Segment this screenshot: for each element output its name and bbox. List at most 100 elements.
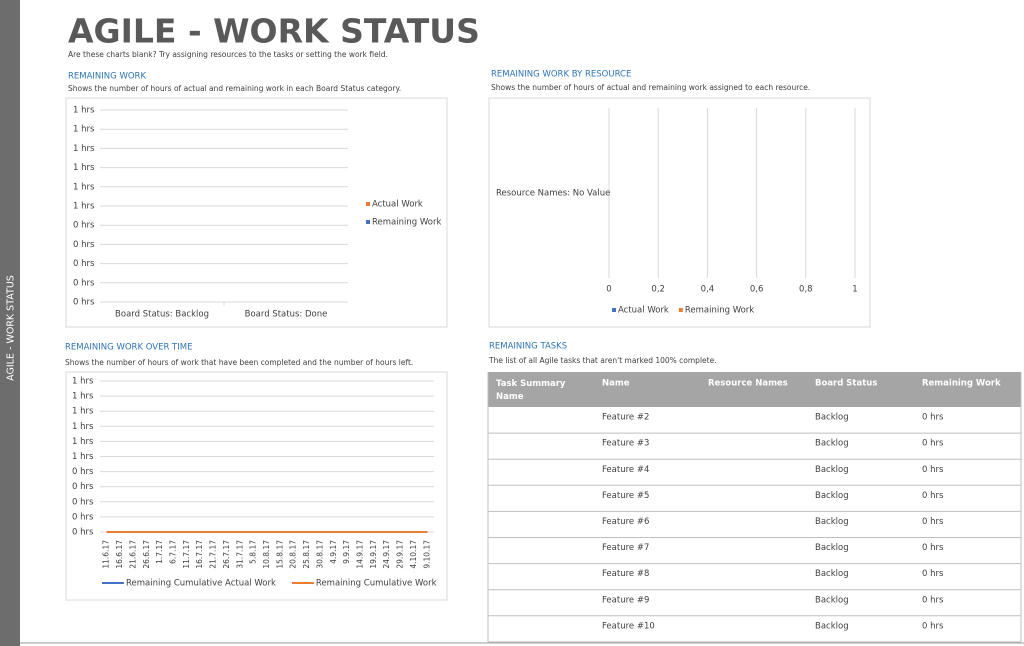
- column-header: Remaining Work: [922, 379, 1001, 389]
- chart-frame: [65, 371, 448, 601]
- x-tick-label: 21.7.17: [209, 540, 218, 569]
- x-tick-label: 15.8.17: [275, 540, 284, 569]
- legend-label: Remaining Work: [685, 306, 754, 316]
- cell-name: Feature #5: [602, 491, 649, 501]
- x-tick-label: 1: [852, 285, 857, 295]
- x-tick-label: 0: [606, 285, 611, 295]
- x-tick-label: 25.8.17: [302, 540, 311, 569]
- cell-board-status: Backlog: [815, 595, 849, 605]
- column-header: Resource Names: [708, 379, 788, 389]
- legend-label: Remaining Work: [372, 218, 441, 228]
- x-tick-label: 11.6.17: [102, 540, 111, 569]
- legend-swatch: [366, 220, 370, 224]
- column-header: Name: [602, 379, 630, 389]
- legend-label: Remaining Cumulative Actual Work: [126, 579, 276, 589]
- sidebar-label: AGILE - WORK STATUS: [6, 275, 17, 381]
- x-tick-label: 11.7.17: [182, 540, 191, 569]
- y-tick-label: 0 hrs: [72, 482, 94, 492]
- x-tick-label: 30.8.17: [315, 540, 324, 569]
- x-tick-label: 26.6.17: [142, 540, 151, 569]
- cell-name: Feature #3: [602, 439, 649, 449]
- table-title: REMAINING TASKS: [489, 342, 567, 352]
- x-tick-label: 4.9.17: [329, 540, 338, 564]
- legend-label: Actual Work: [618, 306, 669, 316]
- legend-label: Actual Work: [372, 200, 423, 210]
- x-tick-label: 16.6.17: [115, 540, 124, 569]
- cell-name: Feature #9: [602, 595, 649, 605]
- cell-board-status: Backlog: [815, 491, 849, 501]
- y-tick-label: 1 hrs: [72, 407, 94, 417]
- cell-board-status: Backlog: [815, 517, 849, 527]
- chart-title: REMAINING WORK: [68, 72, 146, 82]
- chart-frame: [65, 97, 448, 328]
- cell-board-status: Backlog: [815, 413, 849, 423]
- x-tick-label: 4.10.17: [409, 540, 418, 569]
- x-tick-label: 20.8.17: [289, 540, 298, 569]
- legend-swatch: [366, 202, 370, 206]
- cell-board-status: Backlog: [815, 543, 849, 553]
- x-tick-label: 0,6: [750, 285, 764, 295]
- y-tick-label: 0 hrs: [72, 528, 94, 538]
- y-tick-label: Resource Names: No Value: [496, 189, 610, 199]
- x-tick-label: 24.9.17: [382, 540, 391, 569]
- x-tick-label: Board Status: Done: [245, 310, 328, 320]
- x-tick-label: 31.7.17: [235, 540, 244, 569]
- x-tick-label: 0,2: [651, 285, 665, 295]
- y-tick-label: 1 hrs: [73, 182, 95, 192]
- chart-subtitle: Shows the number of hours of actual and …: [491, 83, 810, 92]
- cell-name: Feature #4: [602, 465, 649, 475]
- y-tick-label: 0 hrs: [73, 259, 95, 269]
- cell-remaining-work: 0 hrs: [922, 439, 944, 449]
- x-tick-label: 29.9.17: [396, 540, 405, 569]
- sidebar: [0, 0, 20, 646]
- x-tick-label: 10.8.17: [262, 540, 271, 569]
- chart-title: REMAINING WORK OVER TIME: [65, 343, 192, 353]
- x-tick-label: 6.7.17: [168, 540, 177, 564]
- chart-subtitle: Shows the number of hours of work that h…: [65, 358, 413, 367]
- x-tick-label: 1.7.17: [155, 540, 164, 564]
- report-title: AGILE - WORK STATUS: [68, 12, 480, 51]
- x-tick-label: 0,4: [701, 285, 715, 295]
- y-tick-label: 1 hrs: [72, 377, 94, 387]
- x-tick-label: 19.9.17: [369, 540, 378, 569]
- chart-subtitle: Shows the number of hours of actual and …: [68, 84, 401, 93]
- cell-remaining-work: 0 hrs: [922, 569, 944, 579]
- y-tick-label: 1 hrs: [73, 125, 95, 135]
- x-tick-label: 5.8.17: [249, 540, 258, 564]
- y-tick-label: 1 hrs: [73, 163, 95, 173]
- cell-board-status: Backlog: [815, 621, 849, 631]
- x-tick-label: 14.9.17: [356, 540, 365, 569]
- y-tick-label: 1 hrs: [72, 437, 94, 447]
- cell-name: Feature #6: [602, 517, 649, 527]
- y-tick-label: 1 hrs: [73, 144, 95, 154]
- x-tick-label: 21.6.17: [128, 540, 137, 569]
- table-header: [488, 372, 1021, 407]
- legend-swatch: [678, 308, 683, 312]
- cell-remaining-work: 0 hrs: [922, 491, 944, 501]
- y-tick-label: 1 hrs: [72, 422, 94, 432]
- cell-remaining-work: 0 hrs: [922, 621, 944, 631]
- y-tick-label: 0 hrs: [72, 467, 94, 477]
- y-tick-label: 0 hrs: [73, 278, 95, 288]
- x-tick-label: 9.9.17: [342, 540, 351, 564]
- y-tick-label: 1 hrs: [72, 392, 94, 402]
- x-tick-label: 16.7.17: [195, 540, 204, 569]
- cell-remaining-work: 0 hrs: [922, 465, 944, 475]
- cell-name: Feature #2: [602, 413, 649, 423]
- chart-title: REMAINING WORK BY RESOURCE: [491, 70, 631, 80]
- column-header: Board Status: [815, 379, 877, 389]
- legend-label: Remaining Cumulative Work: [316, 579, 437, 589]
- y-tick-label: 0 hrs: [72, 497, 94, 507]
- report-subtitle: Are these charts blank? Try assigning re…: [68, 50, 388, 59]
- cell-remaining-work: 0 hrs: [922, 413, 944, 423]
- y-tick-label: 1 hrs: [72, 452, 94, 462]
- x-tick-label: Board Status: Backlog: [115, 310, 209, 320]
- cell-board-status: Backlog: [815, 439, 849, 449]
- y-tick-label: 0 hrs: [73, 240, 95, 250]
- column-header: Task Summary Name: [496, 379, 566, 402]
- x-tick-label: 9.10.17: [422, 540, 431, 569]
- x-tick-label: 0,8: [799, 285, 813, 295]
- y-tick-label: 1 hrs: [73, 106, 95, 116]
